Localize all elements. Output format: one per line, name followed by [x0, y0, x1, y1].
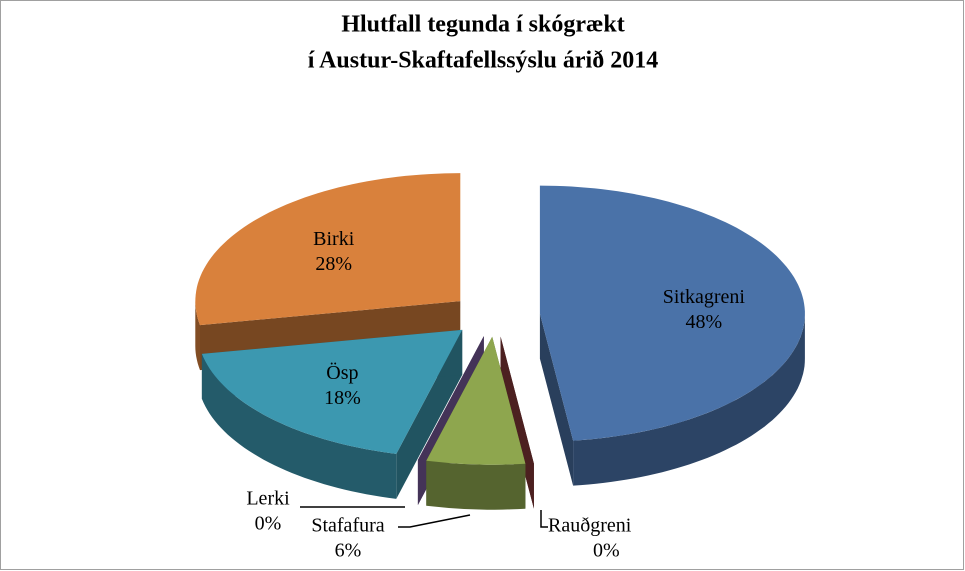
slice-label: Sitkagreni	[663, 286, 746, 308]
slice-label: Ösp	[326, 361, 358, 384]
slice-label: Rauðgreni	[548, 515, 632, 537]
slice-top	[201, 329, 463, 454]
pie-slice	[539, 185, 805, 486]
slice-value-label: 28%	[315, 253, 352, 275]
slice-side	[195, 301, 200, 371]
slice-label: Birki	[313, 228, 355, 250]
chart-title: í Austur-Skaftafellssýslu árið 2014	[308, 48, 658, 74]
slice-side	[201, 353, 397, 499]
slice-label: Lerki	[246, 488, 290, 510]
pie-slice	[500, 336, 534, 509]
slice-top	[195, 173, 461, 326]
slice-value-label: 48%	[686, 311, 723, 333]
slice-value-label: 0%	[255, 513, 282, 535]
leader-line	[540, 510, 548, 528]
slice-wall	[539, 313, 574, 486]
slice-wall	[500, 336, 534, 509]
slice-value-label: 18%	[324, 387, 361, 409]
slice-value-label: 0%	[593, 540, 620, 562]
slice-side	[426, 460, 526, 510]
pie-slice	[426, 336, 526, 510]
slice-side	[573, 313, 805, 486]
slice-top	[426, 336, 526, 465]
pie-slice	[201, 329, 463, 499]
slice-value-label: 6%	[335, 540, 362, 562]
slice-top	[539, 185, 805, 441]
chart-title: Hlutfall tegunda í skógrækt	[341, 12, 624, 38]
leader-line	[398, 514, 471, 528]
slice-label: Stafafura	[311, 515, 384, 537]
